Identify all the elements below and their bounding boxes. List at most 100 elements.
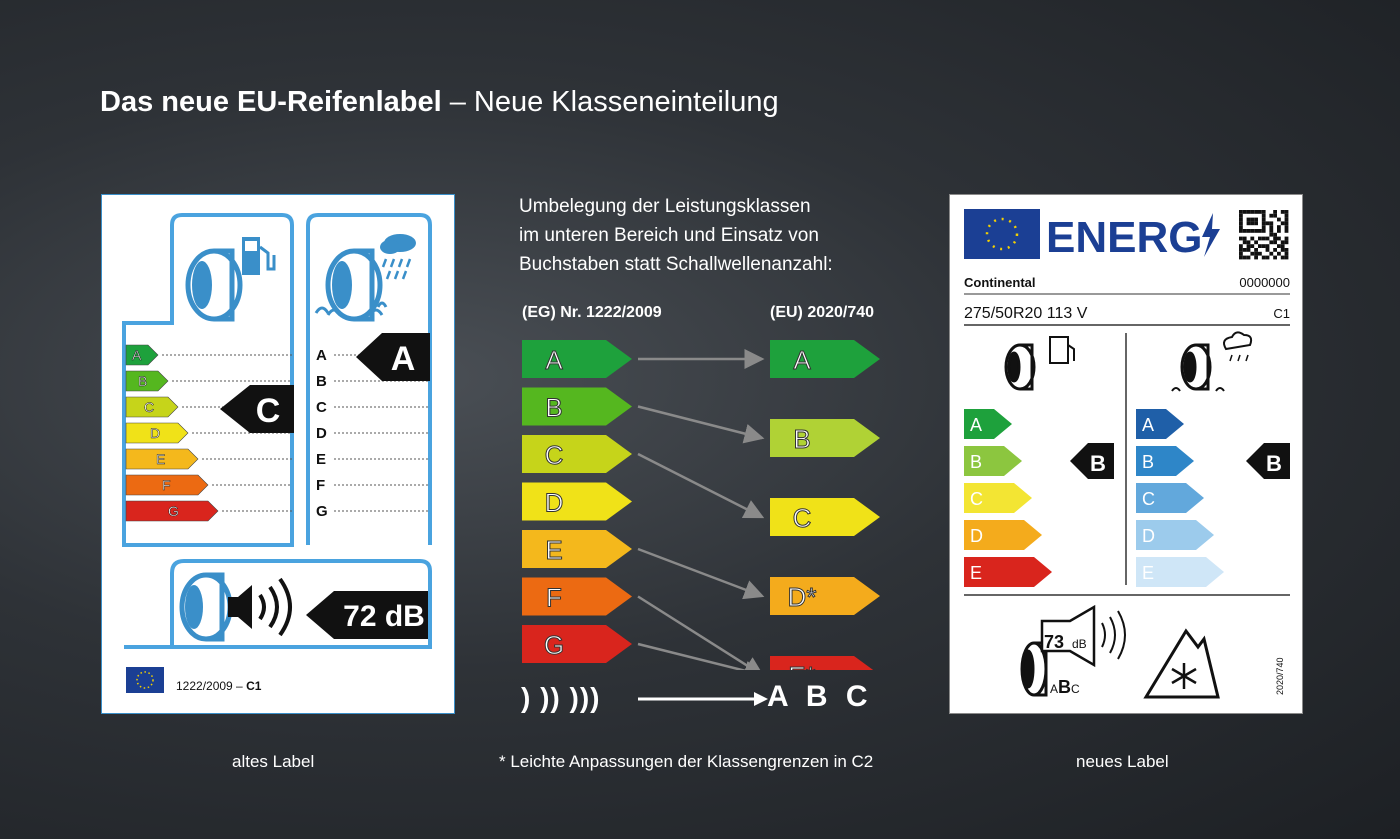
old-class-e: E: [522, 530, 632, 568]
new-fuel-class-c: C: [964, 483, 1032, 513]
new-tyre-label: ENERG Continental 0000000 275/50R20 113 …: [949, 194, 1303, 714]
svg-text:A: A: [132, 347, 142, 363]
tyre-class: C1: [1273, 306, 1290, 321]
new-fuel-rating: B: [1090, 451, 1106, 476]
old-class-a: A: [522, 340, 632, 378]
fuel-tyre-icon: [185, 237, 276, 322]
new-noise-icon: [1020, 604, 1126, 697]
article-code: 0000000: [1239, 275, 1290, 290]
old-class-label: E: [545, 535, 562, 565]
old-fuel-rating-arrow: C: [220, 385, 294, 433]
svg-text:B: B: [1142, 452, 1154, 472]
mapping-arrow-3: [637, 547, 765, 600]
old-class-d: D: [522, 482, 632, 521]
old-noise-value: 72 dB: [343, 600, 425, 633]
description: Umbelegung der Leistungsklassen im unter…: [519, 196, 833, 275]
svg-text:C: C: [970, 489, 983, 509]
old-wet-class-b: B: [316, 373, 327, 390]
qr-code-icon: [1238, 209, 1289, 260]
new-class-e-star: E*: [770, 656, 874, 670]
new-wet-class-a: A: [1136, 409, 1184, 439]
svg-text:C: C: [144, 399, 154, 415]
new-wet-class-b: B: [1136, 446, 1194, 476]
new-fuel-rating-arrow: B: [1070, 443, 1114, 479]
page-title: Das neue EU-Reifenlabel – Neue Klassenei…: [100, 86, 779, 118]
new-class-label: E*: [788, 661, 815, 670]
svg-text:D: D: [1142, 526, 1155, 546]
mapping-arrow-2: [637, 452, 765, 519]
wet-tyre-icon: [314, 234, 416, 322]
new-fuel-class-d: D: [964, 520, 1042, 550]
side-regulation: 2020/740: [1275, 657, 1285, 695]
svg-text:C: C: [1142, 489, 1155, 509]
svg-text:A: A: [970, 415, 982, 435]
new-wet-class-c: C: [1136, 483, 1204, 513]
svg-text:B: B: [970, 452, 982, 472]
footnote: * Leichte Anpassungen der Klassengrenzen…: [499, 752, 874, 771]
fuel-tyre-icon: [1004, 336, 1075, 391]
old-fuel-rating: C: [256, 392, 281, 430]
svg-text:D: D: [970, 526, 983, 546]
old-class-label: C: [545, 440, 564, 470]
mapping-arrow-4: [637, 595, 765, 670]
wet-tyre-icon: [1171, 331, 1253, 392]
new-noise-unit: dB: [1072, 637, 1087, 651]
new-class-label: B: [793, 424, 810, 454]
old-fuel-class-g: G: [125, 500, 219, 522]
new-wet-class-d: D: [1136, 520, 1214, 550]
old-class-label: A: [545, 345, 563, 375]
energy-title: ENERG: [1046, 213, 1202, 262]
new-wet-rating: B: [1266, 451, 1282, 476]
old-wet-class-d: D: [316, 425, 327, 442]
noise-letter-legend: A B C: [767, 680, 868, 713]
old-class-g: G: [522, 625, 632, 663]
old-wet-rating-arrow: A: [356, 333, 430, 381]
mapping-arrow-1: [637, 405, 765, 444]
new-noise-class: ABC: [1050, 677, 1080, 697]
new-class-a: A: [770, 340, 880, 378]
new-fuel-class-b: B: [964, 446, 1022, 476]
old-noise-arrow: 72 dB: [306, 591, 428, 639]
caption-old-label: altes Label: [232, 752, 315, 771]
brand: Continental: [964, 275, 1036, 290]
noise-wave-legend: ) )) ))): [521, 682, 601, 713]
old-fuel-class-d: D: [125, 422, 189, 444]
new-class-label: D*: [788, 582, 817, 612]
lightning-icon: [1202, 213, 1220, 257]
old-fuel-class-b: B: [125, 370, 169, 392]
old-wet-class-f: F: [316, 477, 325, 494]
svg-text:A: A: [1142, 415, 1154, 435]
old-fuel-class-e: E: [125, 448, 199, 470]
old-wet-class-g: G: [316, 503, 328, 520]
svg-text:G: G: [168, 503, 179, 519]
old-class-label: D: [545, 488, 564, 518]
new-wet-rating-arrow: B: [1246, 443, 1290, 479]
svg-text:E: E: [1142, 563, 1154, 583]
old-class-label: F: [546, 583, 562, 613]
new-class-c: C: [770, 498, 880, 536]
eu-flag-icon: [964, 209, 1040, 259]
svg-text:D: D: [150, 425, 160, 441]
old-class-c: C: [522, 435, 632, 473]
new-class-b: B: [770, 419, 880, 457]
old-class-label: G: [544, 630, 564, 660]
old-wet-class-c: C: [316, 399, 327, 416]
old-wet-class-a: A: [316, 347, 327, 364]
new-fuel-class-a: A: [964, 409, 1012, 439]
svg-text:E: E: [156, 451, 165, 467]
svg-text:E: E: [970, 563, 982, 583]
old-fuel-class-c: C: [125, 396, 179, 418]
mapping-arrow-5: [637, 642, 765, 670]
old-class-f: F: [522, 577, 632, 616]
tyre-size: 275/50R20 113 V: [964, 305, 1088, 322]
old-wet-class-e: E: [316, 451, 326, 468]
new-fuel-class-e: E: [964, 557, 1052, 587]
svg-text:B: B: [138, 373, 147, 389]
old-fuel-class-a: A: [125, 344, 159, 366]
new-class-label: C: [793, 503, 812, 533]
